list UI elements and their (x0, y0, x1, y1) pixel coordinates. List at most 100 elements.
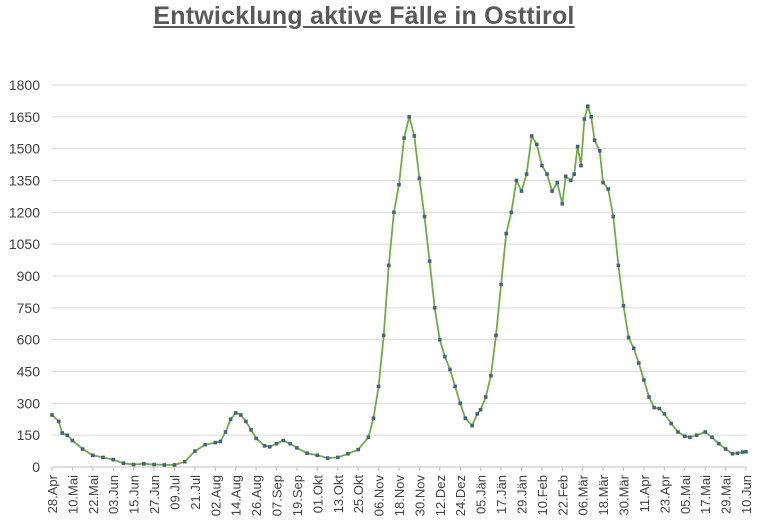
x-tick-label: 29.Mai (719, 475, 734, 514)
y-tick-label: 1500 (9, 141, 40, 157)
x-tick-label: 19.Sep (290, 475, 305, 516)
data-point (642, 378, 646, 382)
data-point (606, 187, 610, 191)
data-point (213, 440, 218, 445)
data-point (586, 104, 590, 108)
data-point (203, 442, 207, 447)
data-point (694, 433, 699, 437)
x-tick-label: 10.Feb (535, 475, 550, 515)
data-point (717, 441, 721, 446)
x-tick-label: 06.Mär (576, 474, 591, 515)
y-tick-label: 750 (17, 300, 41, 316)
data-point (489, 373, 493, 378)
data-point (560, 202, 565, 206)
data-point (402, 136, 406, 140)
data-point (70, 438, 75, 443)
data-point (218, 439, 223, 444)
x-tick-label: 15.Jun (127, 475, 142, 514)
data-point (514, 178, 519, 183)
data-point (540, 163, 544, 168)
x-tick-label: 27.Jun (147, 475, 162, 514)
data-point (249, 428, 253, 432)
x-tick-label: 25.Okt (351, 475, 366, 514)
data-point (735, 451, 740, 455)
data-point (453, 384, 457, 389)
x-tick-label: 06.Nov (372, 475, 387, 517)
data-point (80, 447, 85, 451)
x-tick-label: 14.Aug (229, 475, 244, 516)
data-point (182, 459, 187, 464)
data-point (371, 416, 376, 420)
y-tick-label: 1200 (9, 204, 40, 220)
y-tick-label: 150 (17, 427, 41, 443)
data-point (545, 172, 549, 176)
data-point (432, 306, 437, 310)
data-point (172, 463, 177, 467)
y-tick-label: 450 (17, 364, 41, 380)
x-tick-label: 30.Mär (617, 474, 632, 515)
data-point (478, 407, 483, 412)
data-point (652, 405, 656, 410)
data-point (443, 354, 447, 359)
data-point (262, 444, 267, 448)
x-tick-label: 29.Jän (514, 475, 529, 514)
data-point (356, 447, 360, 452)
data-point (422, 214, 427, 219)
y-tick-label: 1800 (9, 77, 40, 93)
data-point (223, 430, 228, 434)
series-line (51, 105, 747, 466)
data-point (254, 436, 258, 441)
data-point (274, 441, 279, 446)
x-tick-label: 09.Jul (167, 475, 182, 510)
data-point (657, 406, 662, 411)
data-point (504, 231, 508, 236)
data-point (412, 134, 417, 138)
data-point (315, 453, 320, 458)
y-tick-label: 900 (17, 268, 41, 284)
data-point (438, 337, 442, 342)
data-point (288, 441, 292, 446)
y-tick-label: 300 (17, 395, 41, 411)
x-tick-label: 18.Mär (596, 474, 611, 515)
chart-title: Entwicklung aktive Fälle in Osttirol (153, 2, 575, 30)
data-point (524, 172, 529, 176)
x-tick-label: 05.Mai (678, 475, 693, 514)
data-point (688, 435, 692, 440)
data-point (448, 367, 452, 372)
x-tick-label: 12.Dez (433, 475, 448, 516)
data-point (392, 210, 396, 215)
data-point (669, 421, 673, 426)
y-tick-label: 1050 (9, 236, 40, 252)
data-point (417, 176, 422, 181)
y-tick-label: 1650 (9, 109, 40, 125)
x-tick-label: 17.Mai (698, 475, 713, 514)
data-point (121, 461, 126, 465)
data-point (483, 395, 488, 399)
x-tick-label: 03.Jun (106, 475, 121, 514)
x-tick-label: 17.Jän (494, 475, 509, 514)
data-point (621, 303, 626, 308)
x-tick-label: 28.Apr (45, 474, 60, 513)
data-point (494, 333, 498, 338)
x-tick-label: 10.Jun (739, 475, 754, 514)
data-point (723, 447, 728, 451)
data-point (662, 412, 667, 416)
data-point (458, 401, 462, 406)
data-point (325, 456, 330, 460)
data-point (65, 433, 70, 437)
data-point (376, 384, 381, 389)
data-point (281, 438, 286, 443)
y-tick-label: 1350 (9, 173, 40, 189)
data-point (475, 412, 479, 416)
data-point (228, 417, 233, 421)
x-tick-label: 21.Jul (188, 475, 203, 510)
data-point (152, 462, 156, 467)
data-point (427, 259, 432, 263)
data-point (575, 144, 580, 149)
data-point (131, 462, 136, 467)
x-tick-label: 22.Feb (555, 475, 570, 515)
y-tick-label: 600 (17, 332, 41, 348)
data-point (239, 413, 243, 417)
data-point (569, 178, 573, 183)
